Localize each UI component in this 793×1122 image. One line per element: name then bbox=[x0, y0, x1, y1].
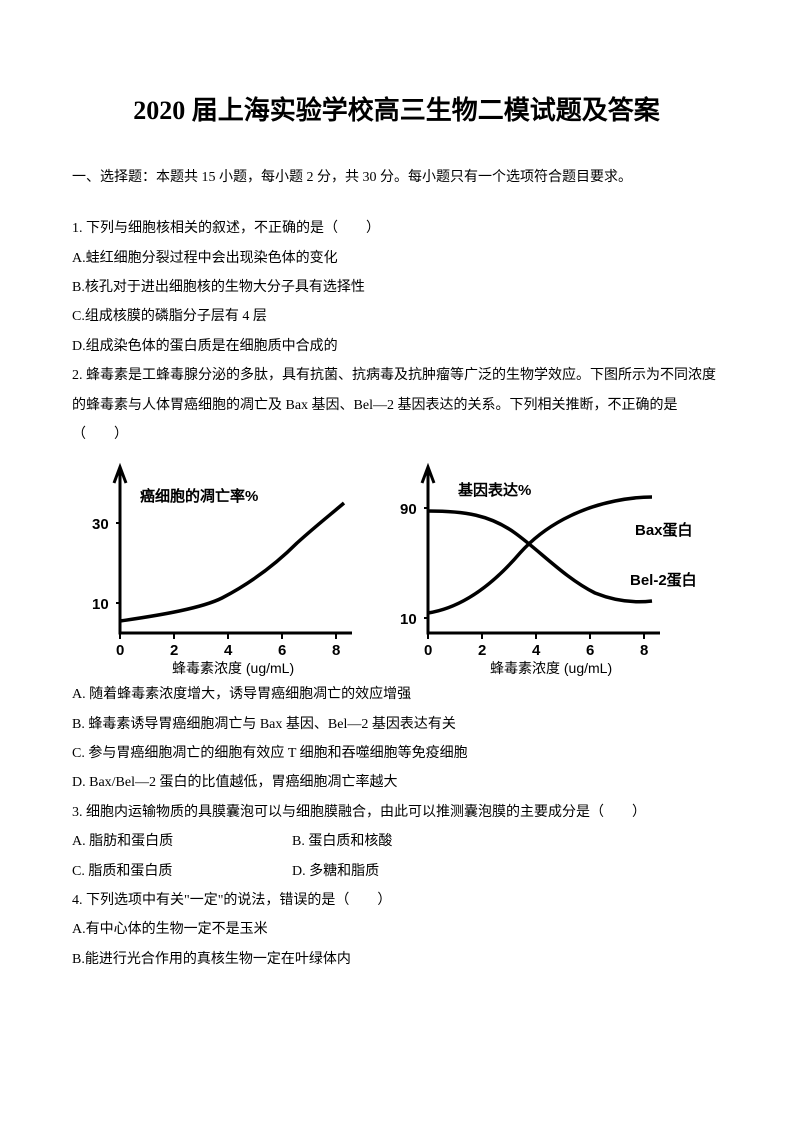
q1-option-b: B.核孔对于进出细胞核的生物大分子具有选择性 bbox=[72, 273, 721, 302]
chart2-xlabel: 蜂毒素浓度 (ug/mL) bbox=[490, 660, 612, 676]
q2-stem-line1: 2. 蜂毒素是工蜂毒腺分泌的多肽，具有抗菌、抗病毒及抗肿瘤等广泛的生物学效应。下… bbox=[72, 361, 721, 390]
page-title: 2020 届上海实验学校高三生物二模试题及答案 bbox=[72, 90, 721, 127]
q2-option-a: A. 随着蜂毒素浓度增大，诱导胃癌细胞凋亡的效应增强 bbox=[72, 680, 721, 709]
section-heading: 一、选择题：本题共 15 小题，每小题 2 分，共 30 分。每小题只有一个选项… bbox=[72, 165, 721, 190]
chart1-ytick-10: 10 bbox=[92, 596, 109, 613]
chart2-xtick-0: 0 bbox=[424, 642, 432, 659]
chart1-xlabel: 蜂毒素浓度 (ug/mL) bbox=[172, 660, 294, 676]
q2-option-b: B. 蜂毒素诱导胃癌细胞凋亡与 Bax 基因、Bel—2 基因表达有关 bbox=[72, 710, 721, 739]
chart1-title: 癌细胞的凋亡率% bbox=[140, 487, 258, 505]
chart2-ytick-10: 10 bbox=[400, 611, 417, 628]
chart1-xtick-0: 0 bbox=[116, 642, 124, 659]
q4-option-a: A.有中心体的生物一定不是玉米 bbox=[72, 915, 721, 944]
chart2-xtick-8: 8 bbox=[640, 642, 648, 659]
chart2-title: 基因表达% bbox=[457, 481, 531, 499]
q3-stem: 3. 细胞内运输物质的具膜囊泡可以与细胞膜融合，由此可以推测囊泡膜的主要成分是（… bbox=[72, 798, 721, 827]
q2-stem-line2: 的蜂毒素与人体胃癌细胞的凋亡及 Bax 基因、Bel—2 基因表达的关系。下列相… bbox=[72, 391, 721, 450]
chart2-ytick-90: 90 bbox=[400, 501, 417, 518]
q1-option-d: D.组成染色体的蛋白质是在细胞质中合成的 bbox=[72, 332, 721, 361]
charts-row: 10 30 0 2 4 6 8 癌细胞的凋亡率% 蜂毒素浓度 (ug/mL) bbox=[72, 453, 721, 678]
q3-option-d: D. 多糖和脂质 bbox=[292, 857, 512, 886]
chart1-xtick-2: 2 bbox=[170, 642, 178, 659]
q1-option-c: C.组成核膜的磷脂分子层有 4 层 bbox=[72, 302, 721, 331]
question-2: 2. 蜂毒素是工蜂毒腺分泌的多肽，具有抗菌、抗病毒及抗肿瘤等广泛的生物学效应。下… bbox=[72, 361, 721, 449]
chart2-xtick-2: 2 bbox=[478, 642, 486, 659]
chart2-series-bax: Bax蛋白 bbox=[635, 521, 693, 539]
chart1-xtick-8: 8 bbox=[332, 642, 340, 659]
chart1-xtick-4: 4 bbox=[224, 642, 233, 659]
q3-option-a: A. 脂肪和蛋白质 bbox=[72, 827, 292, 856]
question-2-options: A. 随着蜂毒素浓度增大，诱导胃癌细胞凋亡的效应增强 B. 蜂毒素诱导胃癌细胞凋… bbox=[72, 680, 721, 798]
q4-stem: 4. 下列选项中有关"一定"的说法，错误的是（ ） bbox=[72, 886, 721, 915]
chart1-xtick-6: 6 bbox=[278, 642, 286, 659]
chart1-ytick-30: 30 bbox=[92, 516, 109, 533]
question-3: 3. 细胞内运输物质的具膜囊泡可以与细胞膜融合，由此可以推测囊泡膜的主要成分是（… bbox=[72, 798, 721, 886]
chart2-xtick-4: 4 bbox=[532, 642, 541, 659]
q1-stem: 1. 下列与细胞核相关的叙述，不正确的是（ ） bbox=[72, 214, 721, 243]
q1-option-a: A.蛙红细胞分裂过程中会出现染色体的变化 bbox=[72, 244, 721, 273]
chart2-xtick-6: 6 bbox=[586, 642, 594, 659]
chart-apoptosis-rate: 10 30 0 2 4 6 8 癌细胞的凋亡率% 蜂毒素浓度 (ug/mL) bbox=[72, 453, 372, 678]
q4-option-b: B.能进行光合作用的真核生物一定在叶绿体内 bbox=[72, 945, 721, 974]
q2-option-d: D. Bax/Bel—2 蛋白的比值越低，胃癌细胞凋亡率越大 bbox=[72, 768, 721, 797]
q2-option-c: C. 参与胃癌细胞凋亡的细胞有效应 T 细胞和吞噬细胞等免疫细胞 bbox=[72, 739, 721, 768]
q3-option-c: C. 脂质和蛋白质 bbox=[72, 857, 292, 886]
chart-gene-expression: 10 90 0 2 4 6 8 基因表达% Bax蛋白 Bel-2蛋白 蜂毒素浓… bbox=[380, 453, 710, 678]
chart2-series-bel2: Bel-2蛋白 bbox=[630, 571, 697, 589]
question-4: 4. 下列选项中有关"一定"的说法，错误的是（ ） A.有中心体的生物一定不是玉… bbox=[72, 886, 721, 974]
question-1: 1. 下列与细胞核相关的叙述，不正确的是（ ） A.蛙红细胞分裂过程中会出现染色… bbox=[72, 214, 721, 361]
q3-option-b: B. 蛋白质和核酸 bbox=[292, 827, 512, 856]
